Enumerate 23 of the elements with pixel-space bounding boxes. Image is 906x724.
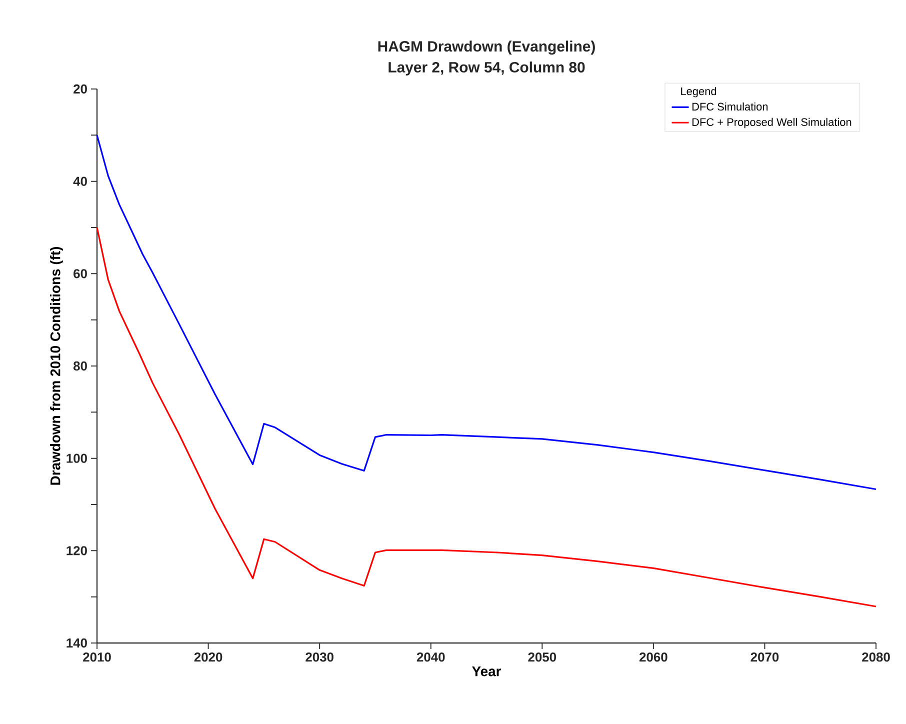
x-tick-label: 2070 [750,652,779,662]
y-tick-label: 140 [66,638,87,648]
y-tick-label: 20 [74,84,87,94]
y-axis-title: Drawdown from 2010 Conditions (ft) [50,246,64,485]
chart-subtitle: Layer 2, Row 54, Column 80 [388,62,585,76]
x-tick-label: 2060 [639,652,668,662]
y-tick-label: 120 [66,546,87,556]
chart-title: HAGM Drawdown (Evangeline) [378,40,595,55]
x-tick-label: 2080 [862,652,890,662]
x-tick-label: 2010 [83,652,111,662]
y-tick-label: 40 [73,176,87,186]
legend-title: Legend [681,87,716,98]
x-tick-label: 2020 [194,652,222,662]
y-tick-label: 80 [73,361,87,371]
line-series [96,134,877,490]
x-tick-label: 2050 [528,652,556,662]
x-axis-title: Year [472,666,502,676]
legend-label: DFC Simulation [692,102,768,111]
legend-label: DFC + Proposed Well Simulation [692,118,852,128]
y-tick-label: 100 [66,454,87,463]
x-tick-label: 2040 [416,652,445,662]
x-tick-label: 2030 [306,652,334,662]
y-tick-label: 60 [74,269,87,278]
